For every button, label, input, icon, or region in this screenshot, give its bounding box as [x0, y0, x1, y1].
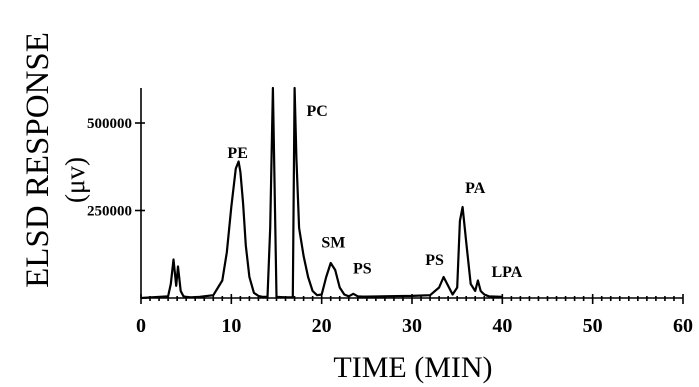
x-tick-label: 50 [583, 315, 603, 337]
series [140, 86, 503, 300]
x-tick-label: 30 [402, 315, 422, 337]
x-tick-label: 40 [492, 315, 512, 337]
chromatogram-trace [140, 86, 503, 300]
peak-label: LPA [491, 264, 522, 281]
x-tick-label: 60 [673, 315, 693, 337]
peak-label: SM [321, 234, 345, 251]
y-axis-label: ELSD RESPONSE [20, 32, 56, 288]
peak-label: PS [425, 252, 444, 269]
annotations: PE PC SM PS PS PA LPA [227, 103, 522, 281]
y-tick-label: 500000 [87, 116, 132, 132]
x-tick-label: 10 [221, 315, 241, 337]
peak-label: PE [227, 145, 247, 162]
ticks: 0 10 20 30 40 50 60 250000 500000 [87, 116, 693, 337]
axes [140, 88, 683, 299]
y-axis-unit: (μv) [60, 157, 90, 203]
peak-label: PS [353, 261, 372, 278]
y-tick-label: 250000 [87, 204, 132, 220]
peak-label: PC [306, 103, 327, 120]
x-axis-label: TIME (MIN) [333, 351, 492, 384]
x-tick-label: 0 [136, 315, 146, 337]
peak-label: PA [465, 180, 486, 197]
x-tick-label: 20 [312, 315, 332, 337]
